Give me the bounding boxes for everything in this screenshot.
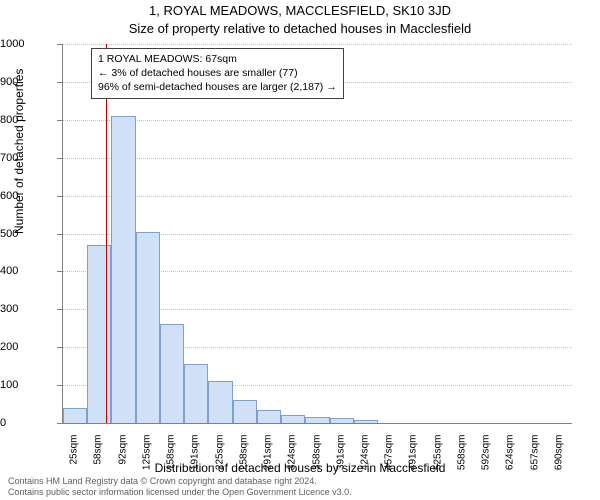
x-tick-label: 525sqm bbox=[432, 435, 443, 485]
x-tick-label: 690sqm bbox=[553, 435, 564, 485]
footer-attribution: Contains HM Land Registry data © Crown c… bbox=[8, 476, 352, 498]
gridline bbox=[63, 196, 572, 197]
annotation-line-2: ← 3% of detached houses are smaller (77) bbox=[98, 66, 337, 80]
y-tick-label: 900 bbox=[0, 76, 54, 88]
footer-line-2: Contains public sector information licen… bbox=[8, 487, 352, 498]
y-tick-label: 500 bbox=[0, 228, 54, 240]
y-tick-label: 200 bbox=[0, 341, 54, 353]
histogram-bar bbox=[184, 364, 208, 423]
y-tick-label: 1000 bbox=[0, 38, 54, 50]
y-tick-label: 100 bbox=[0, 379, 54, 391]
histogram-bar bbox=[330, 418, 354, 423]
histogram-bar bbox=[160, 324, 184, 423]
histogram-bar bbox=[354, 420, 378, 423]
histogram-bar bbox=[87, 245, 111, 423]
chart-plot-area: 1 ROYAL MEADOWS: 67sqm ← 3% of detached … bbox=[62, 44, 572, 424]
histogram-bar bbox=[63, 408, 87, 423]
histogram-bar bbox=[281, 415, 305, 423]
histogram-bar bbox=[305, 417, 329, 423]
x-axis-label: Distribution of detached houses by size … bbox=[0, 461, 600, 475]
gridline bbox=[63, 158, 572, 159]
y-tick-label: 300 bbox=[0, 303, 54, 315]
y-tick-label: 700 bbox=[0, 152, 54, 164]
y-tick-label: 400 bbox=[0, 265, 54, 277]
page-title-sub: Size of property relative to detached ho… bbox=[0, 21, 600, 36]
x-tick-label: 491sqm bbox=[408, 435, 419, 485]
x-tick-label: 558sqm bbox=[456, 435, 467, 485]
annotation-line-3: 96% of semi-detached houses are larger (… bbox=[98, 80, 337, 94]
x-tick-label: 624sqm bbox=[505, 435, 516, 485]
page-title-address: 1, ROYAL MEADOWS, MACCLESFIELD, SK10 3JD bbox=[0, 3, 600, 18]
y-tick-label: 800 bbox=[0, 114, 54, 126]
histogram-bar bbox=[208, 381, 232, 423]
x-tick-label: 592sqm bbox=[481, 435, 492, 485]
footer-line-1: Contains HM Land Registry data © Crown c… bbox=[8, 476, 352, 487]
x-tick-label: 457sqm bbox=[384, 435, 395, 485]
x-tick-label: 424sqm bbox=[359, 435, 370, 485]
histogram-bar bbox=[233, 400, 257, 423]
annotation-line-1: 1 ROYAL MEADOWS: 67sqm bbox=[98, 52, 337, 66]
gridline bbox=[63, 44, 572, 45]
y-tick-label: 600 bbox=[0, 190, 54, 202]
x-tick-label: 657sqm bbox=[529, 435, 540, 485]
annotation-box: 1 ROYAL MEADOWS: 67sqm ← 3% of detached … bbox=[91, 48, 344, 99]
histogram-bar bbox=[136, 232, 160, 423]
gridline bbox=[63, 120, 572, 121]
marker-line bbox=[106, 44, 107, 423]
histogram-bar bbox=[257, 410, 281, 423]
histogram-bar bbox=[111, 116, 135, 423]
y-tick-label: 0 bbox=[0, 417, 54, 429]
